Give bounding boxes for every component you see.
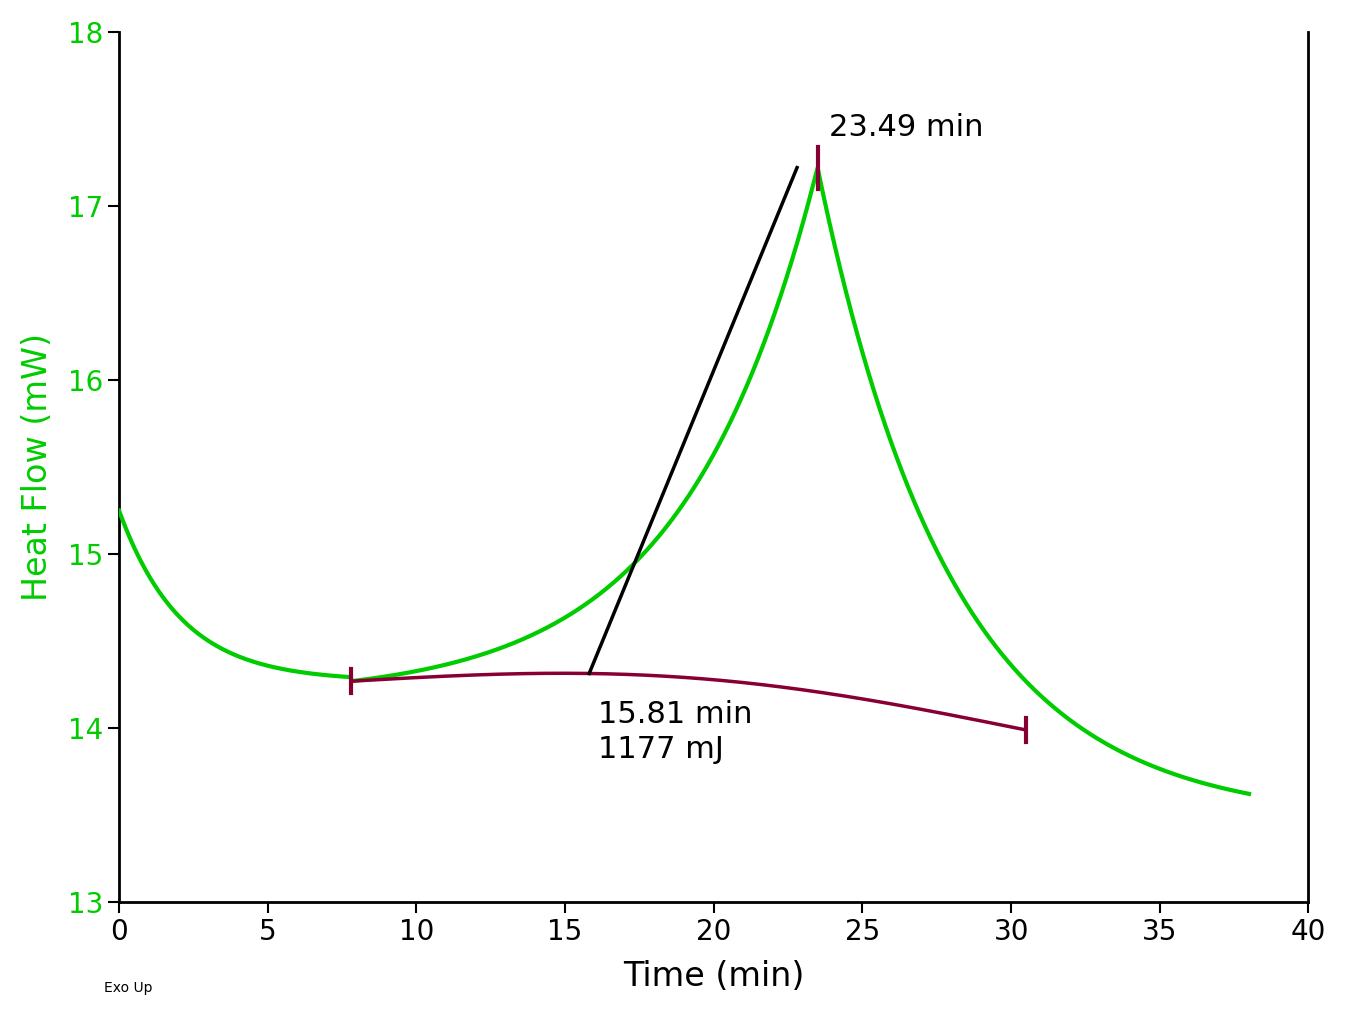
Text: 23.49 min: 23.49 min [830, 113, 983, 142]
X-axis label: Time (min): Time (min) [624, 960, 804, 993]
Y-axis label: Heat Flow (mW): Heat Flow (mW) [20, 333, 54, 601]
Text: 15.81 min
1177 mJ: 15.81 min 1177 mJ [598, 700, 753, 765]
Text: Exo Up: Exo Up [104, 981, 152, 995]
